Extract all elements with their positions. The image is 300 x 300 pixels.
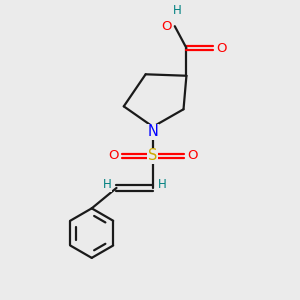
Text: O: O <box>187 149 197 162</box>
Text: N: N <box>148 124 158 140</box>
Text: O: O <box>216 42 226 55</box>
Text: H: H <box>173 4 182 17</box>
Text: O: O <box>161 20 171 33</box>
Text: H: H <box>158 178 167 191</box>
Text: H: H <box>103 178 112 191</box>
Text: O: O <box>108 149 119 162</box>
Text: S: S <box>148 148 158 164</box>
